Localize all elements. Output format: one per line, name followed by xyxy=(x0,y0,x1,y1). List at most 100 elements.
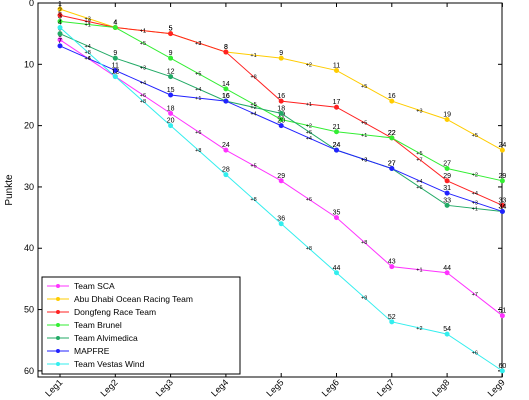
point-value-label: 2 xyxy=(58,7,62,14)
point-value-label: 16 xyxy=(222,93,230,100)
point-value-label: 52 xyxy=(388,314,396,321)
segment-delta-label: +8 xyxy=(140,99,146,105)
point-value-label: 24 xyxy=(333,142,341,149)
data-point xyxy=(444,202,450,208)
segment-delta-label: +8 xyxy=(306,246,312,252)
point-value-label: 20 xyxy=(277,118,285,125)
x-tick-label: Leg3 xyxy=(154,377,175,398)
point-value-label: 4 xyxy=(113,20,117,27)
legend-entry-label: Team SCA xyxy=(74,281,115,291)
segment-delta-label: +4 xyxy=(306,136,312,142)
point-value-label: 22 xyxy=(388,130,396,137)
point-value-label: 27 xyxy=(388,161,396,168)
series-layer: 61218242935434451+6+6+6+5+6+8+1+71458911… xyxy=(57,1,507,374)
y-tick-label: 40 xyxy=(24,243,34,253)
segment-delta-label: +2 xyxy=(250,105,256,111)
segment-delta-label: +4 xyxy=(416,179,422,185)
data-point xyxy=(223,98,229,104)
legend-swatch-marker xyxy=(56,323,60,327)
point-value-label: 5 xyxy=(169,26,173,33)
data-point xyxy=(499,178,505,184)
point-value-label: 22 xyxy=(388,130,396,137)
data-point xyxy=(223,147,229,153)
segment-delta-label: +8 xyxy=(361,295,367,301)
point-value-label: 21 xyxy=(333,124,341,131)
segment-delta-label: +1 xyxy=(195,96,201,102)
point-value-label: 20 xyxy=(167,118,175,125)
point-value-label: 33 xyxy=(443,197,451,204)
segment-delta-label: +4 xyxy=(85,56,91,62)
point-value-label: 12 xyxy=(167,69,175,76)
segment-delta-label: +2 xyxy=(416,326,422,332)
point-value-label: 8 xyxy=(224,44,228,51)
data-point xyxy=(278,116,284,122)
segment-delta-label: +4 xyxy=(140,81,146,87)
point-value-label: 15 xyxy=(167,87,175,94)
data-point xyxy=(168,55,174,61)
point-value-label: 36 xyxy=(277,216,285,223)
data-point xyxy=(499,202,505,208)
data-point xyxy=(444,166,450,172)
data-point xyxy=(112,55,118,61)
point-value-label: 16 xyxy=(277,93,285,100)
segment-delta-label: +3 xyxy=(361,157,367,163)
legend-entry-label: Team Vestas Wind xyxy=(74,359,145,369)
legend-entry-label: Dongfeng Race Team xyxy=(74,307,156,317)
point-value-label: 12 xyxy=(111,69,119,76)
segment-delta-label: +7 xyxy=(472,292,478,298)
point-value-label: 4 xyxy=(113,20,117,27)
data-point xyxy=(444,190,450,196)
legend-box xyxy=(41,276,241,375)
point-value-label: 5 xyxy=(169,26,173,33)
series-mapfre: 7 11 15 16 20 24 27 31 34 +4 +4 +1 +4 +4 +3 +4 +3 xyxy=(57,38,506,214)
x-tick-label: Leg5 xyxy=(264,377,285,398)
data-point xyxy=(223,172,229,178)
legend: Team SCA Abu Dhabi Ocean Racing Team Dongf… xyxy=(41,276,241,375)
segment-delta-label: +6 xyxy=(306,197,312,203)
data-point xyxy=(278,123,284,129)
x-tick-label: Leg8 xyxy=(430,377,451,398)
point-value-label: 24 xyxy=(333,142,341,149)
point-value-label: 34 xyxy=(499,203,507,210)
data-point xyxy=(334,270,339,276)
data-point xyxy=(278,98,284,104)
data-point xyxy=(444,178,450,184)
segment-delta-label: +3 xyxy=(140,65,146,71)
point-value-label: 16 xyxy=(388,93,396,100)
segment-delta-label: +8 xyxy=(85,50,91,56)
data-point xyxy=(444,116,450,122)
data-point xyxy=(444,331,450,337)
data-point xyxy=(334,147,339,153)
data-point xyxy=(499,368,505,374)
segment-delta-label: +7 xyxy=(416,157,422,163)
series-team-alvimedica: 5912161824273334+4+3+4+2+6+3+6+1 xyxy=(57,26,507,214)
legend-swatch-marker xyxy=(56,284,60,288)
point-value-label: 60 xyxy=(499,363,507,370)
segment-delta-label: +3 xyxy=(195,41,201,47)
data-point xyxy=(334,129,339,135)
segment-delta-label: +4 xyxy=(472,191,478,197)
segment-delta-label: +1 xyxy=(140,29,146,35)
data-point xyxy=(334,215,339,221)
data-point xyxy=(389,166,395,172)
data-point xyxy=(112,67,118,73)
point-value-label: 1 xyxy=(58,1,62,8)
y-tick-label: 60 xyxy=(24,366,34,376)
segment-delta-label: +1 xyxy=(472,206,478,212)
segment-delta-label: +8 xyxy=(250,75,256,81)
data-point xyxy=(278,55,284,61)
point-value-label: 27 xyxy=(388,161,396,168)
data-point xyxy=(168,92,174,98)
segment-delta-label: +2 xyxy=(306,62,312,68)
segment-delta-label: +1 xyxy=(250,53,256,59)
point-value-label: 8 xyxy=(224,44,228,51)
segment-delta-label: +1 xyxy=(306,102,312,108)
segment-delta-label: +1 xyxy=(85,22,91,28)
legend-swatch-marker xyxy=(56,310,60,314)
point-value-label: 17 xyxy=(333,99,341,106)
point-value-label: 18 xyxy=(277,105,285,112)
point-value-label: 43 xyxy=(388,259,396,266)
legend-entry-label: Abu Dhabi Ocean Racing Team xyxy=(74,294,193,304)
segment-delta-label: +6 xyxy=(416,185,422,191)
